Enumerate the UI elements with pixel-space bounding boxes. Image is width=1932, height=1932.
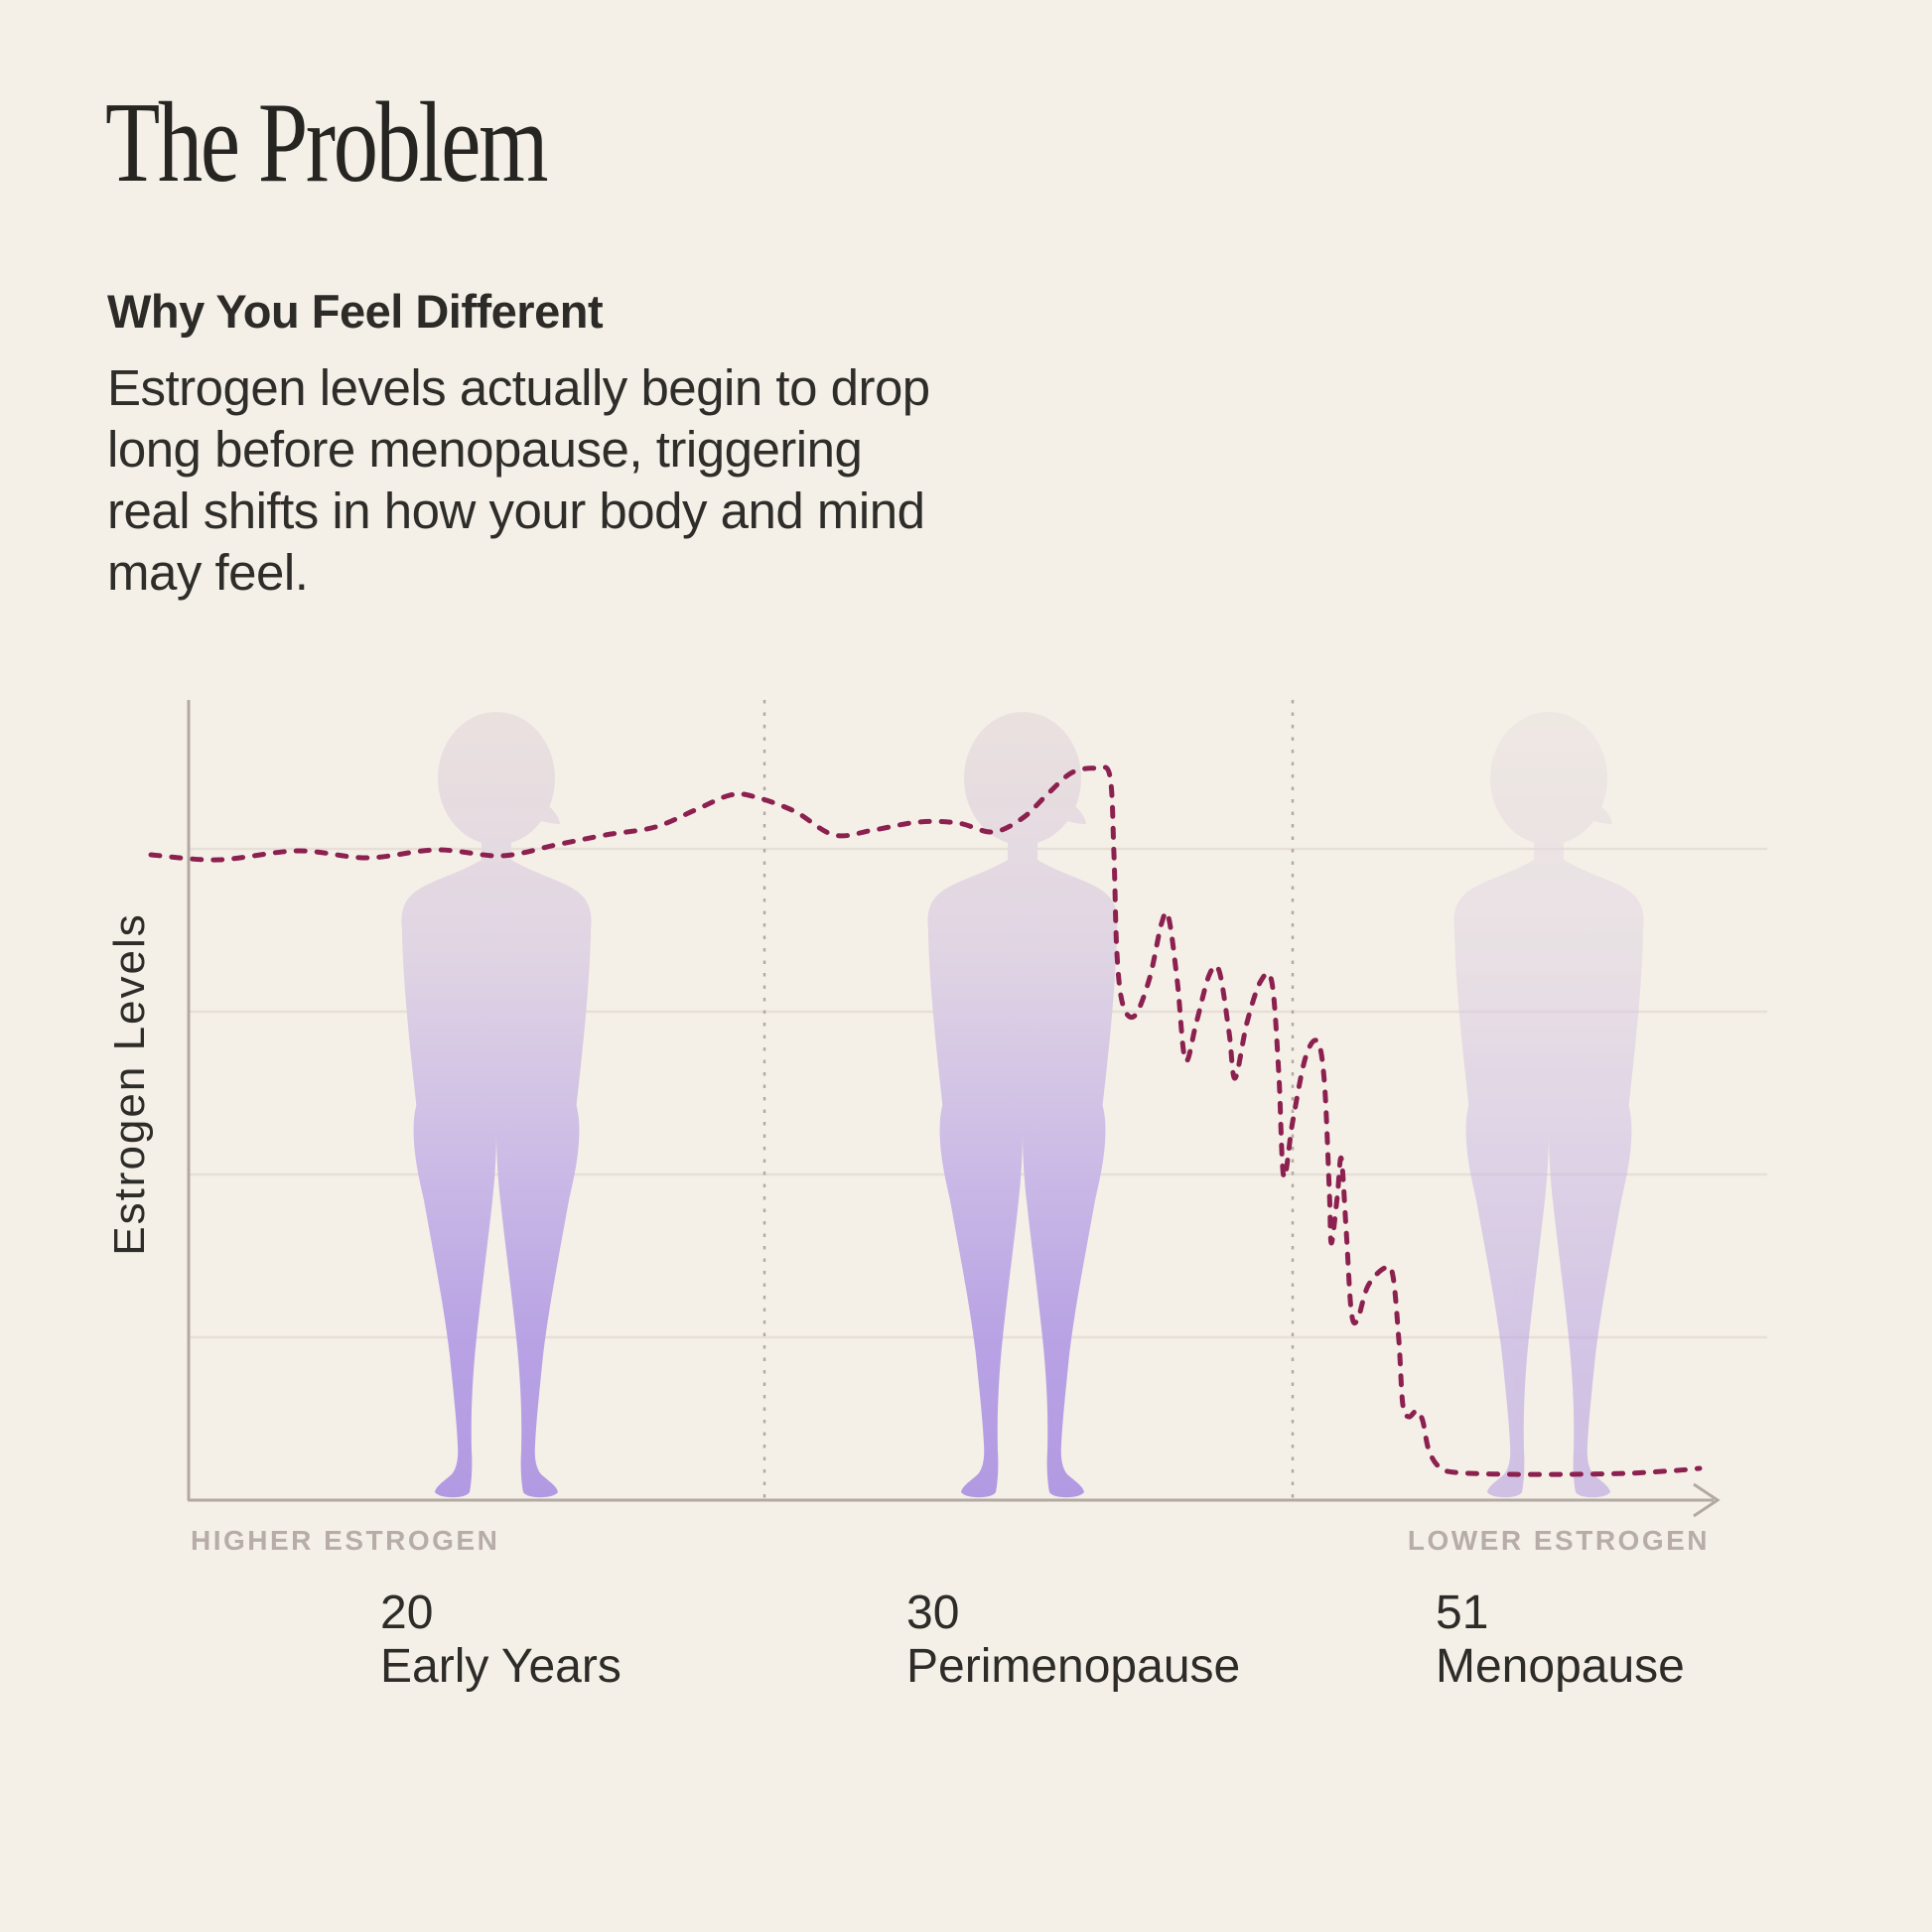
x-axis-arrowhead [1693,1482,1721,1518]
life-stage-figures [401,712,1643,1497]
page-title: The Problem [105,79,549,207]
stage-name: Menopause [1436,1640,1685,1693]
life-stage-figure [1453,712,1643,1497]
x-axis-left-label: HIGHER ESTROGEN [191,1525,500,1556]
y-axis-label: Estrogen Levels [105,912,154,1256]
stage-age: 51 [1436,1587,1489,1639]
estrogen-level-curve [148,764,1703,1477]
stage-label: 51 Menopause [1436,1587,1685,1694]
stage-divider-lines [762,700,1295,1500]
x-axis-right-label: LOWER ESTROGEN [1407,1525,1710,1556]
intro-paragraph: Estrogen levels actually begin to drop l… [107,359,930,601]
stage-age: 30 [906,1587,960,1639]
chart-axes [187,700,1721,1518]
life-stage-figure [401,712,591,1497]
stage-name: Perimenopause [906,1640,1241,1693]
stage-name: Early Years [380,1640,621,1693]
stage-age: 20 [380,1587,434,1639]
stage-label: 30 Perimenopause [906,1587,1240,1694]
section-subtitle: Why You Feel Different [107,285,604,338]
stage-label: 20 Early Years [380,1587,621,1694]
life-stage-figure [927,712,1117,1497]
